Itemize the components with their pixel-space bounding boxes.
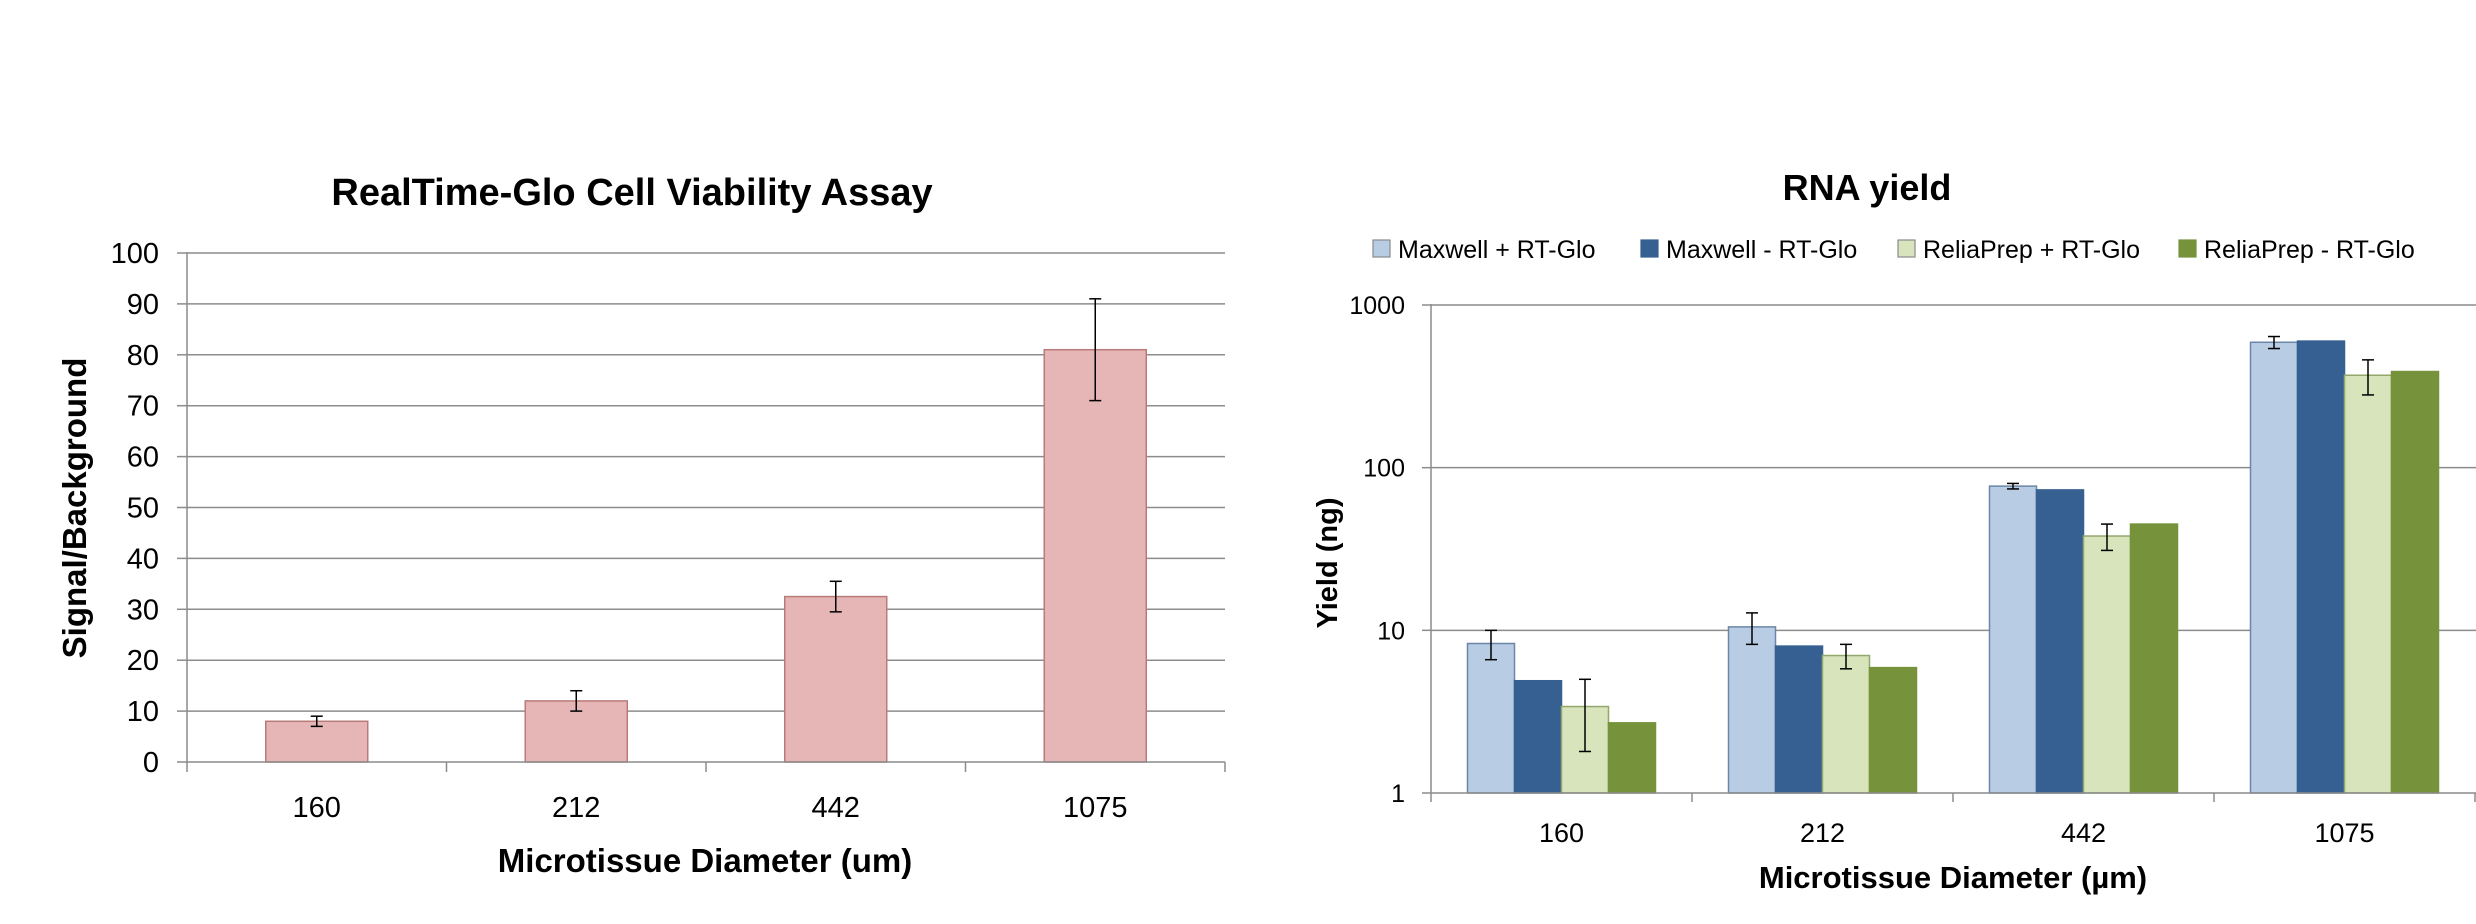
viability-chart: RealTime-Glo Cell Viability Assay Signal… xyxy=(56,172,1226,879)
x-tick-label: 212 xyxy=(1800,818,1845,848)
bar xyxy=(1513,679,1563,794)
bar xyxy=(2035,489,2085,794)
rna-yield-chart: RNA yield Maxwell + RT-Glo Maxwell - RT-G… xyxy=(1312,167,2476,895)
y-tick-label: 10 xyxy=(1377,617,1405,645)
y-tick-label: 0 xyxy=(143,747,159,779)
bar xyxy=(1821,654,1871,794)
bar xyxy=(2343,374,2393,794)
legend: Maxwell + RT-Glo Maxwell - RT-Glo ReliaPre… xyxy=(1372,236,2415,264)
legend-swatch xyxy=(2178,239,2197,258)
bar xyxy=(1988,485,2038,794)
y-axis-title: Signal/Background xyxy=(56,358,93,659)
chart-title: RealTime-Glo Cell Viability Assay xyxy=(331,172,932,214)
chart-title: RNA yield xyxy=(1783,167,1952,208)
y-axis-title: Yield (ng) xyxy=(1312,497,1344,628)
y-tick-label: 30 xyxy=(127,594,159,626)
bars xyxy=(265,298,1147,763)
bar xyxy=(784,595,888,763)
bar xyxy=(2296,340,2346,794)
bar xyxy=(1868,666,1918,794)
x-tick-label: 442 xyxy=(812,792,860,824)
y-tick-label: 90 xyxy=(127,289,159,321)
x-tick-label: 1075 xyxy=(1063,792,1128,824)
legend-label: Maxwell + RT-Glo xyxy=(1398,236,1596,264)
y-tick-label: 40 xyxy=(127,543,159,575)
x-tick-label: 212 xyxy=(552,792,600,824)
axes xyxy=(1422,304,2476,802)
bar xyxy=(1727,626,1777,794)
y-tick-label: 80 xyxy=(127,340,159,372)
y-tick-label: 1 xyxy=(1391,780,1405,808)
y-tick-label: 100 xyxy=(111,238,159,270)
y-tick-label: 50 xyxy=(127,493,159,525)
bar xyxy=(2249,341,2299,794)
x-axis-title: Microtissue Diameter (µm) xyxy=(1759,860,2147,895)
y-tick-label: 20 xyxy=(127,645,159,677)
bar xyxy=(1466,642,1516,794)
bar xyxy=(1607,722,1657,794)
y-tick-label: 70 xyxy=(127,391,159,423)
bar xyxy=(2390,370,2440,794)
x-tick-label: 1075 xyxy=(2314,818,2374,848)
x-tick-label: 442 xyxy=(2061,818,2106,848)
legend-swatch xyxy=(1640,239,1659,258)
x-tick-label: 160 xyxy=(293,792,341,824)
y-tick-label: 100 xyxy=(1363,455,1405,483)
y-tick-label: 60 xyxy=(127,442,159,474)
y-tick-label: 10 xyxy=(127,696,159,728)
bar xyxy=(524,700,628,763)
bar xyxy=(2129,523,2179,794)
legend-label: Maxwell - RT-Glo xyxy=(1666,236,1857,264)
tick-labels: 1 10 100 1000 160 212 442 1075 xyxy=(1349,292,2374,848)
bar xyxy=(1043,348,1147,763)
bar xyxy=(265,720,369,763)
y-tick-label: 1000 xyxy=(1349,292,1405,320)
legend-label: ReliaPrep + RT-Glo xyxy=(1923,236,2140,264)
axes xyxy=(177,252,1226,772)
bar xyxy=(2082,535,2132,794)
x-axis-title: Microtissue Diameter (um) xyxy=(498,842,912,879)
legend-label: ReliaPrep - RT-Glo xyxy=(2204,236,2415,264)
gridlines xyxy=(187,252,1225,712)
x-tick-label: 160 xyxy=(1539,818,1584,848)
bar xyxy=(1774,645,1824,794)
legend-swatch xyxy=(1897,239,1916,258)
legend-swatch xyxy=(1372,239,1391,258)
tick-labels: 0 10 20 30 40 50 60 70 80 90 100 160 212 442 1075 xyxy=(111,238,1128,824)
bars xyxy=(1466,335,2440,794)
